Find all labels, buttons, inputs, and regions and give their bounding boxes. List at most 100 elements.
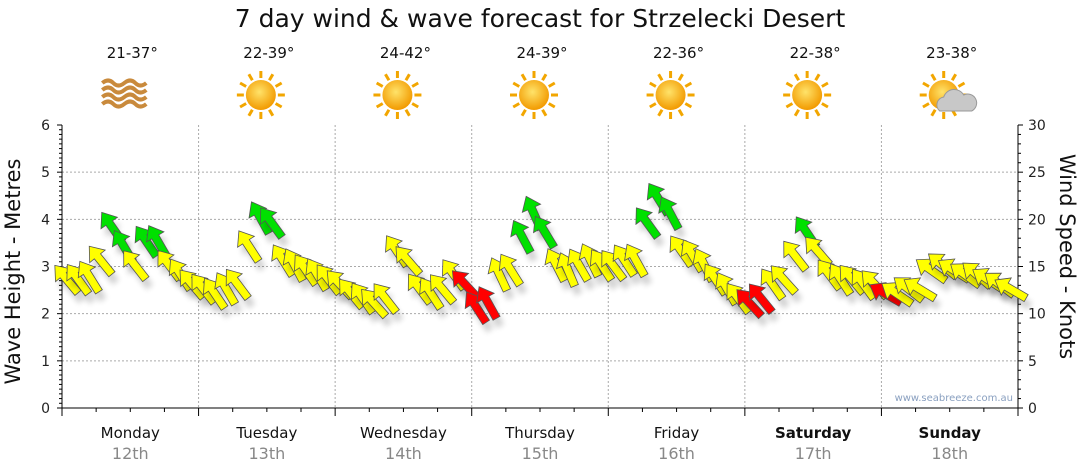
- sun-ray: [512, 81, 521, 88]
- sun-ray: [793, 108, 800, 117]
- date-label: 15th: [522, 444, 559, 463]
- y2-tick-label: 25: [1028, 165, 1046, 181]
- sun-ray: [677, 108, 684, 117]
- wind-arrow: [510, 219, 535, 255]
- sun-disc: [792, 80, 823, 110]
- watermark: www.seabreeze.com.au: [895, 393, 1013, 404]
- wind-arrow: [994, 277, 1029, 303]
- y-tick-label: 1: [41, 354, 50, 370]
- date-label: 18th: [931, 444, 968, 463]
- sun-ray: [684, 102, 693, 109]
- y2-tick-label: 30: [1028, 118, 1046, 134]
- y2-tick-label: 15: [1028, 260, 1046, 276]
- sun-ray: [375, 102, 384, 109]
- wind-arrow: [373, 283, 400, 316]
- wind-arrow: [498, 253, 524, 288]
- sun-ray: [684, 81, 693, 88]
- temperature-label: 23-38°: [926, 44, 977, 62]
- sun-ray: [541, 73, 548, 82]
- wind-arrow: [783, 240, 810, 273]
- y2-tick-label: 10: [1028, 307, 1046, 323]
- wind-arrow: [259, 207, 286, 240]
- day-label: Thursday: [504, 424, 575, 442]
- day-label: Sunday: [919, 424, 982, 442]
- wind-arrow: [658, 196, 683, 232]
- sun-disc: [655, 80, 686, 110]
- sun-ray: [957, 81, 966, 88]
- y2-axis-title: Wind Speed - Knots: [1055, 154, 1079, 359]
- y-tick-label: 5: [41, 165, 50, 181]
- sun-ray: [274, 102, 283, 109]
- wind-arrow: [429, 274, 458, 306]
- sun-ray: [657, 73, 664, 82]
- sun-ray: [375, 81, 384, 88]
- sun-ray: [404, 108, 411, 117]
- sun-icon: [373, 71, 422, 119]
- wind-arrow: [770, 265, 799, 296]
- sun-ray: [950, 73, 958, 82]
- wind-arrow: [624, 243, 649, 279]
- sun-ray: [239, 81, 247, 88]
- y-tick-label: 6: [41, 118, 50, 134]
- day-label: Monday: [101, 424, 160, 442]
- y2-tick-label: 20: [1028, 212, 1046, 228]
- sun-ray: [922, 81, 930, 88]
- wind-arrow: [635, 207, 662, 240]
- date-label: 12th: [112, 444, 149, 463]
- haze-wave: [101, 85, 148, 95]
- sun-ray: [404, 73, 411, 82]
- wind-arrow: [395, 246, 424, 278]
- sun-ray: [547, 102, 556, 109]
- temperature-label: 22-36°: [653, 44, 704, 62]
- sun-ray: [821, 102, 829, 109]
- sun-ray: [785, 81, 794, 88]
- day-label: Saturday: [775, 424, 852, 442]
- y-tick-label: 4: [41, 212, 50, 228]
- wind-arrow: [123, 250, 150, 283]
- day-label: Tuesday: [235, 424, 297, 442]
- cloud-sun-icon: [919, 71, 978, 119]
- temperature-label: 22-39°: [243, 44, 294, 62]
- sun-ray: [922, 102, 930, 109]
- sun-ray: [547, 81, 556, 88]
- sun-ray: [274, 81, 283, 88]
- sun-disc: [245, 80, 276, 110]
- wind-arrow: [88, 245, 116, 278]
- sun-icon: [646, 71, 695, 119]
- date-label: 16th: [658, 444, 695, 463]
- sun-ray: [541, 108, 548, 117]
- sun-ray: [268, 73, 275, 82]
- haze-wave: [101, 78, 148, 88]
- temperature-label: 24-39°: [516, 44, 567, 62]
- sun-ray: [247, 73, 254, 82]
- sun-ray: [677, 73, 684, 82]
- y-tick-label: 3: [41, 260, 50, 276]
- sun-ray: [657, 108, 664, 117]
- sun-ray: [411, 81, 419, 88]
- cloud: [936, 89, 978, 112]
- temperature-label: 21-37°: [107, 44, 158, 62]
- sun-ray: [649, 102, 657, 109]
- sun-ray: [814, 108, 821, 117]
- wind-arrow: [225, 268, 252, 302]
- wind-arrow: [476, 286, 501, 321]
- date-label: 13th: [248, 444, 285, 463]
- sun-ray: [793, 73, 800, 82]
- sun-disc: [382, 80, 413, 110]
- haze-wave: [101, 99, 148, 109]
- sun-disc: [519, 80, 549, 110]
- sun-ray: [821, 81, 829, 88]
- sun-ray: [930, 73, 937, 82]
- sun-ray: [814, 73, 821, 82]
- chart-title: 7 day wind & wave forecast for Strzeleck…: [234, 4, 846, 33]
- sun-icon: [783, 71, 832, 119]
- sun-ray: [411, 102, 419, 109]
- y-tick-label: 2: [41, 307, 50, 323]
- sun-ray: [268, 108, 275, 117]
- y-axis-title: Wave Height - Metres: [1, 159, 25, 385]
- sun-ray: [247, 108, 254, 117]
- sun-ray: [785, 102, 794, 109]
- temperature-label: 22-38°: [790, 44, 841, 62]
- sun-ray: [239, 102, 247, 109]
- sun-ray: [520, 73, 527, 82]
